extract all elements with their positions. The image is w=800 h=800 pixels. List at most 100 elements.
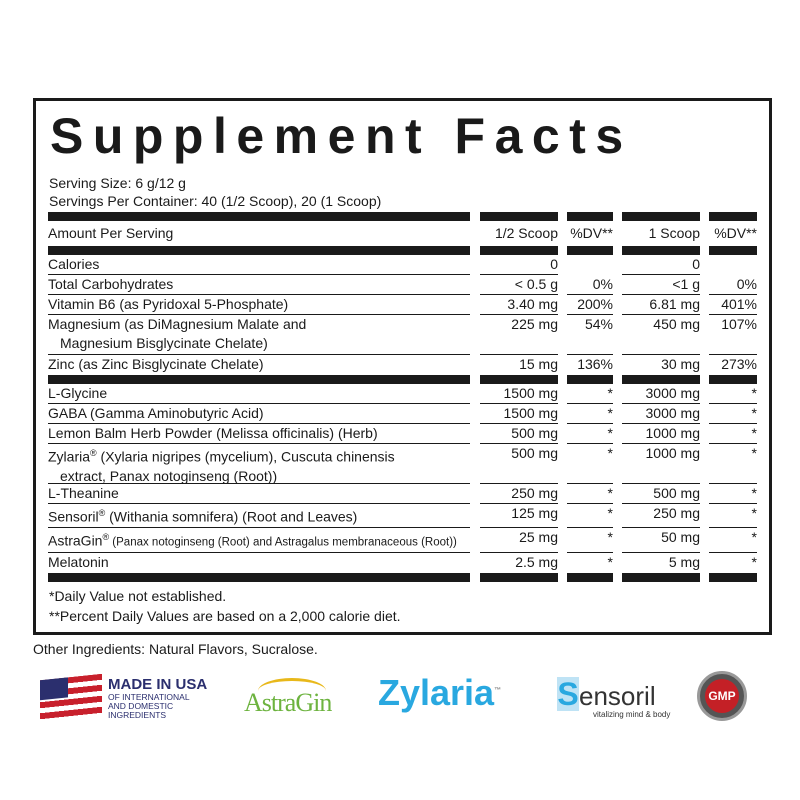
zylaria-wordmark: Zylaria <box>378 672 495 713</box>
nutrient-name: Vitamin B6 (as Pyridoxal 5-Phosphate) <box>48 295 470 315</box>
dv-half-scoop: 0% <box>567 275 613 295</box>
nutrient-label: Melatonin <box>48 554 109 571</box>
amount-one-scoop: 1000 mg <box>622 424 700 444</box>
dv-half-scoop: * <box>567 384 613 404</box>
other-ingredients: Other Ingredients: Natural Flavors, Sucr… <box>33 641 318 657</box>
nutrient-detail: (Panax notoginseng (Root) and Astragalus… <box>109 536 457 549</box>
dv-one-scoop: * <box>709 404 757 424</box>
nutrient-name: AstraGin® (Panax notoginseng (Root) and … <box>48 528 470 554</box>
registered-mark: ® <box>98 508 106 518</box>
dv-one-scoop: * <box>709 424 757 444</box>
nutrient-name: Magnesium (as DiMagnesium Malate and Magn… <box>48 315 470 355</box>
dv-one-scoop: * <box>709 504 757 528</box>
table-row: AstraGin® (Panax notoginseng (Root) and … <box>48 528 758 554</box>
nutrient-label: AstraGin <box>48 532 103 549</box>
dv-one-scoop: * <box>709 484 757 504</box>
nutrient-label: Vitamin B6 (as Pyridoxal 5-Phosphate) <box>48 296 289 312</box>
amount-one-scoop: 50 mg <box>622 528 700 554</box>
header-row: Amount Per Serving 1/2 Scoop %DV** 1 Scoop%… <box>48 221 758 246</box>
footnote-dv: *Daily Value not established. <box>49 588 227 604</box>
amount-half-scoop: 25 mg <box>480 528 558 554</box>
registered-mark: ® <box>102 531 110 542</box>
rule-segment <box>622 246 700 255</box>
amount-half-scoop: 2.5 mg <box>515 554 558 571</box>
rule-segment <box>48 212 470 221</box>
amount-half-scoop: 1500 mg <box>480 404 558 424</box>
dv-half-scoop: 54% <box>567 315 613 355</box>
rule-segment <box>567 246 613 255</box>
rule-segment <box>480 375 558 384</box>
dv-one-scoop: * <box>751 554 757 571</box>
thick-rule <box>48 246 758 255</box>
nutrient-label: Lemon Balm Herb Powder (Melissa officina… <box>48 425 378 441</box>
header-col: 1 Scoop <box>648 225 700 241</box>
amount-half-scoop: 225 mg <box>480 315 558 355</box>
table-row: Magnesium (as DiMagnesium Malate and Magn… <box>48 315 758 355</box>
nutrient-name: Zinc (as Zinc Bisglycinate Chelate) <box>48 355 470 375</box>
nutrient-label: GABA (Gamma Aminobutyric Acid) <box>48 405 264 421</box>
nutrient-label: Zylaria <box>48 448 91 465</box>
amount-half-scoop: 250 mg <box>480 484 558 504</box>
registered-mark: ® <box>90 448 97 458</box>
header-label: Amount Per Serving <box>48 225 174 241</box>
nutrient-table: Amount Per Serving 1/2 Scoop %DV** 1 Scoop%… <box>48 212 758 583</box>
rule-segment <box>567 212 613 221</box>
rule-segment <box>48 573 470 583</box>
header-col: %DV** <box>714 225 757 241</box>
zylaria-tm: ™ <box>494 687 502 694</box>
amount-one-scoop: 500 mg <box>622 484 700 504</box>
nutrient-name: Sensoril® (Withania somnifera) (Root and… <box>48 504 470 528</box>
rule-segment <box>622 573 700 583</box>
nutrient-name: L-Theanine <box>48 484 470 504</box>
amount-half-scoop: 500 mg <box>480 444 558 484</box>
thick-rule <box>48 212 758 221</box>
amount-half-scoop: 15 mg <box>519 356 558 372</box>
rule-segment <box>480 212 558 221</box>
table-row: Calories 0 0 <box>48 255 758 275</box>
amount-one-scoop: 6.81 mg <box>622 295 700 315</box>
nutrient-name: Lemon Balm Herb Powder (Melissa officina… <box>48 424 470 444</box>
rule-segment <box>709 212 757 221</box>
amount-one-scoop: 1000 mg <box>622 444 700 484</box>
dv-half-scoop: * <box>567 404 613 424</box>
nutrient-label-cont: extract, Panax notoginseng (Root)) <box>60 467 278 484</box>
amount-half-scoop: 3.40 mg <box>480 295 558 315</box>
dv-half-scoop: * <box>607 554 613 571</box>
supplement-facts-panel: Supplement Facts Serving Size: 6 g/12 g … <box>33 98 772 635</box>
dv-one-scoop: * <box>709 444 757 484</box>
nutrient-name: Melatonin <box>48 553 470 573</box>
sensoril-logo: Sensoril vitalizing mind & body <box>557 676 670 719</box>
amount-half-scoop: < 0.5 g <box>480 275 558 295</box>
dv-half-scoop: * <box>567 444 613 484</box>
nutrient-name: Calories <box>48 255 470 275</box>
nutrient-label-cont: Magnesium Bisglycinate Chelate) <box>60 335 268 351</box>
nutrient-label: Sensoril <box>48 508 99 525</box>
dv-half-scoop: * <box>567 504 613 528</box>
table-row: Sensoril® (Withania somnifera) (Root and… <box>48 504 758 528</box>
nutrient-label: L-Glycine <box>48 385 108 401</box>
made-in-usa-sub3: INGREDIENTS <box>108 710 167 720</box>
table-row: Zylaria® (Xylaria nigripes (mycelium), C… <box>48 444 758 484</box>
nutrient-label: Total Carbohydrates <box>48 276 174 292</box>
header-col: %DV** <box>570 225 613 241</box>
rule-segment <box>567 573 613 583</box>
nutrient-label: Calories <box>48 256 100 272</box>
table-row: Total Carbohydrates < 0.5 g 0% <1 g 0% <box>48 275 758 295</box>
amount-half-scoop: 0 <box>480 255 558 275</box>
sensoril-wordmark: ensoril <box>579 681 656 711</box>
rule-segment <box>622 375 700 384</box>
nutrient-name: Total Carbohydrates <box>48 275 470 295</box>
rule-segment <box>709 246 757 255</box>
rule-segment <box>622 212 700 221</box>
thick-rule <box>48 375 758 384</box>
usa-flag-icon <box>40 673 102 721</box>
dv-half-scoop: * <box>567 484 613 504</box>
dv-one-scoop: 107% <box>709 315 757 355</box>
amount-one-scoop: 450 mg <box>622 315 700 355</box>
panel-title: Supplement Facts <box>50 108 633 164</box>
table-row: GABA (Gamma Aminobutyric Acid) 1500 mg * 30… <box>48 404 758 424</box>
gmp-text: GMP <box>705 679 739 713</box>
sensoril-s: S <box>557 676 579 712</box>
serving-size: Serving Size: 6 g/12 g <box>49 175 186 191</box>
dv-half-scoop: 136% <box>577 356 613 372</box>
